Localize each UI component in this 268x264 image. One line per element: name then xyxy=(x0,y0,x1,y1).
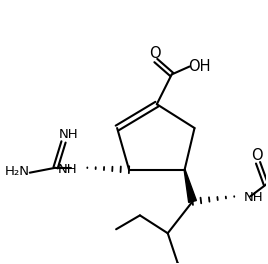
Text: O: O xyxy=(149,46,161,61)
Text: H₂N: H₂N xyxy=(4,165,29,178)
Text: NH: NH xyxy=(59,129,78,142)
Text: NH: NH xyxy=(58,163,77,176)
Text: OH: OH xyxy=(188,59,211,74)
Text: NH: NH xyxy=(244,191,264,204)
Text: O: O xyxy=(251,148,263,163)
Polygon shape xyxy=(184,169,196,202)
